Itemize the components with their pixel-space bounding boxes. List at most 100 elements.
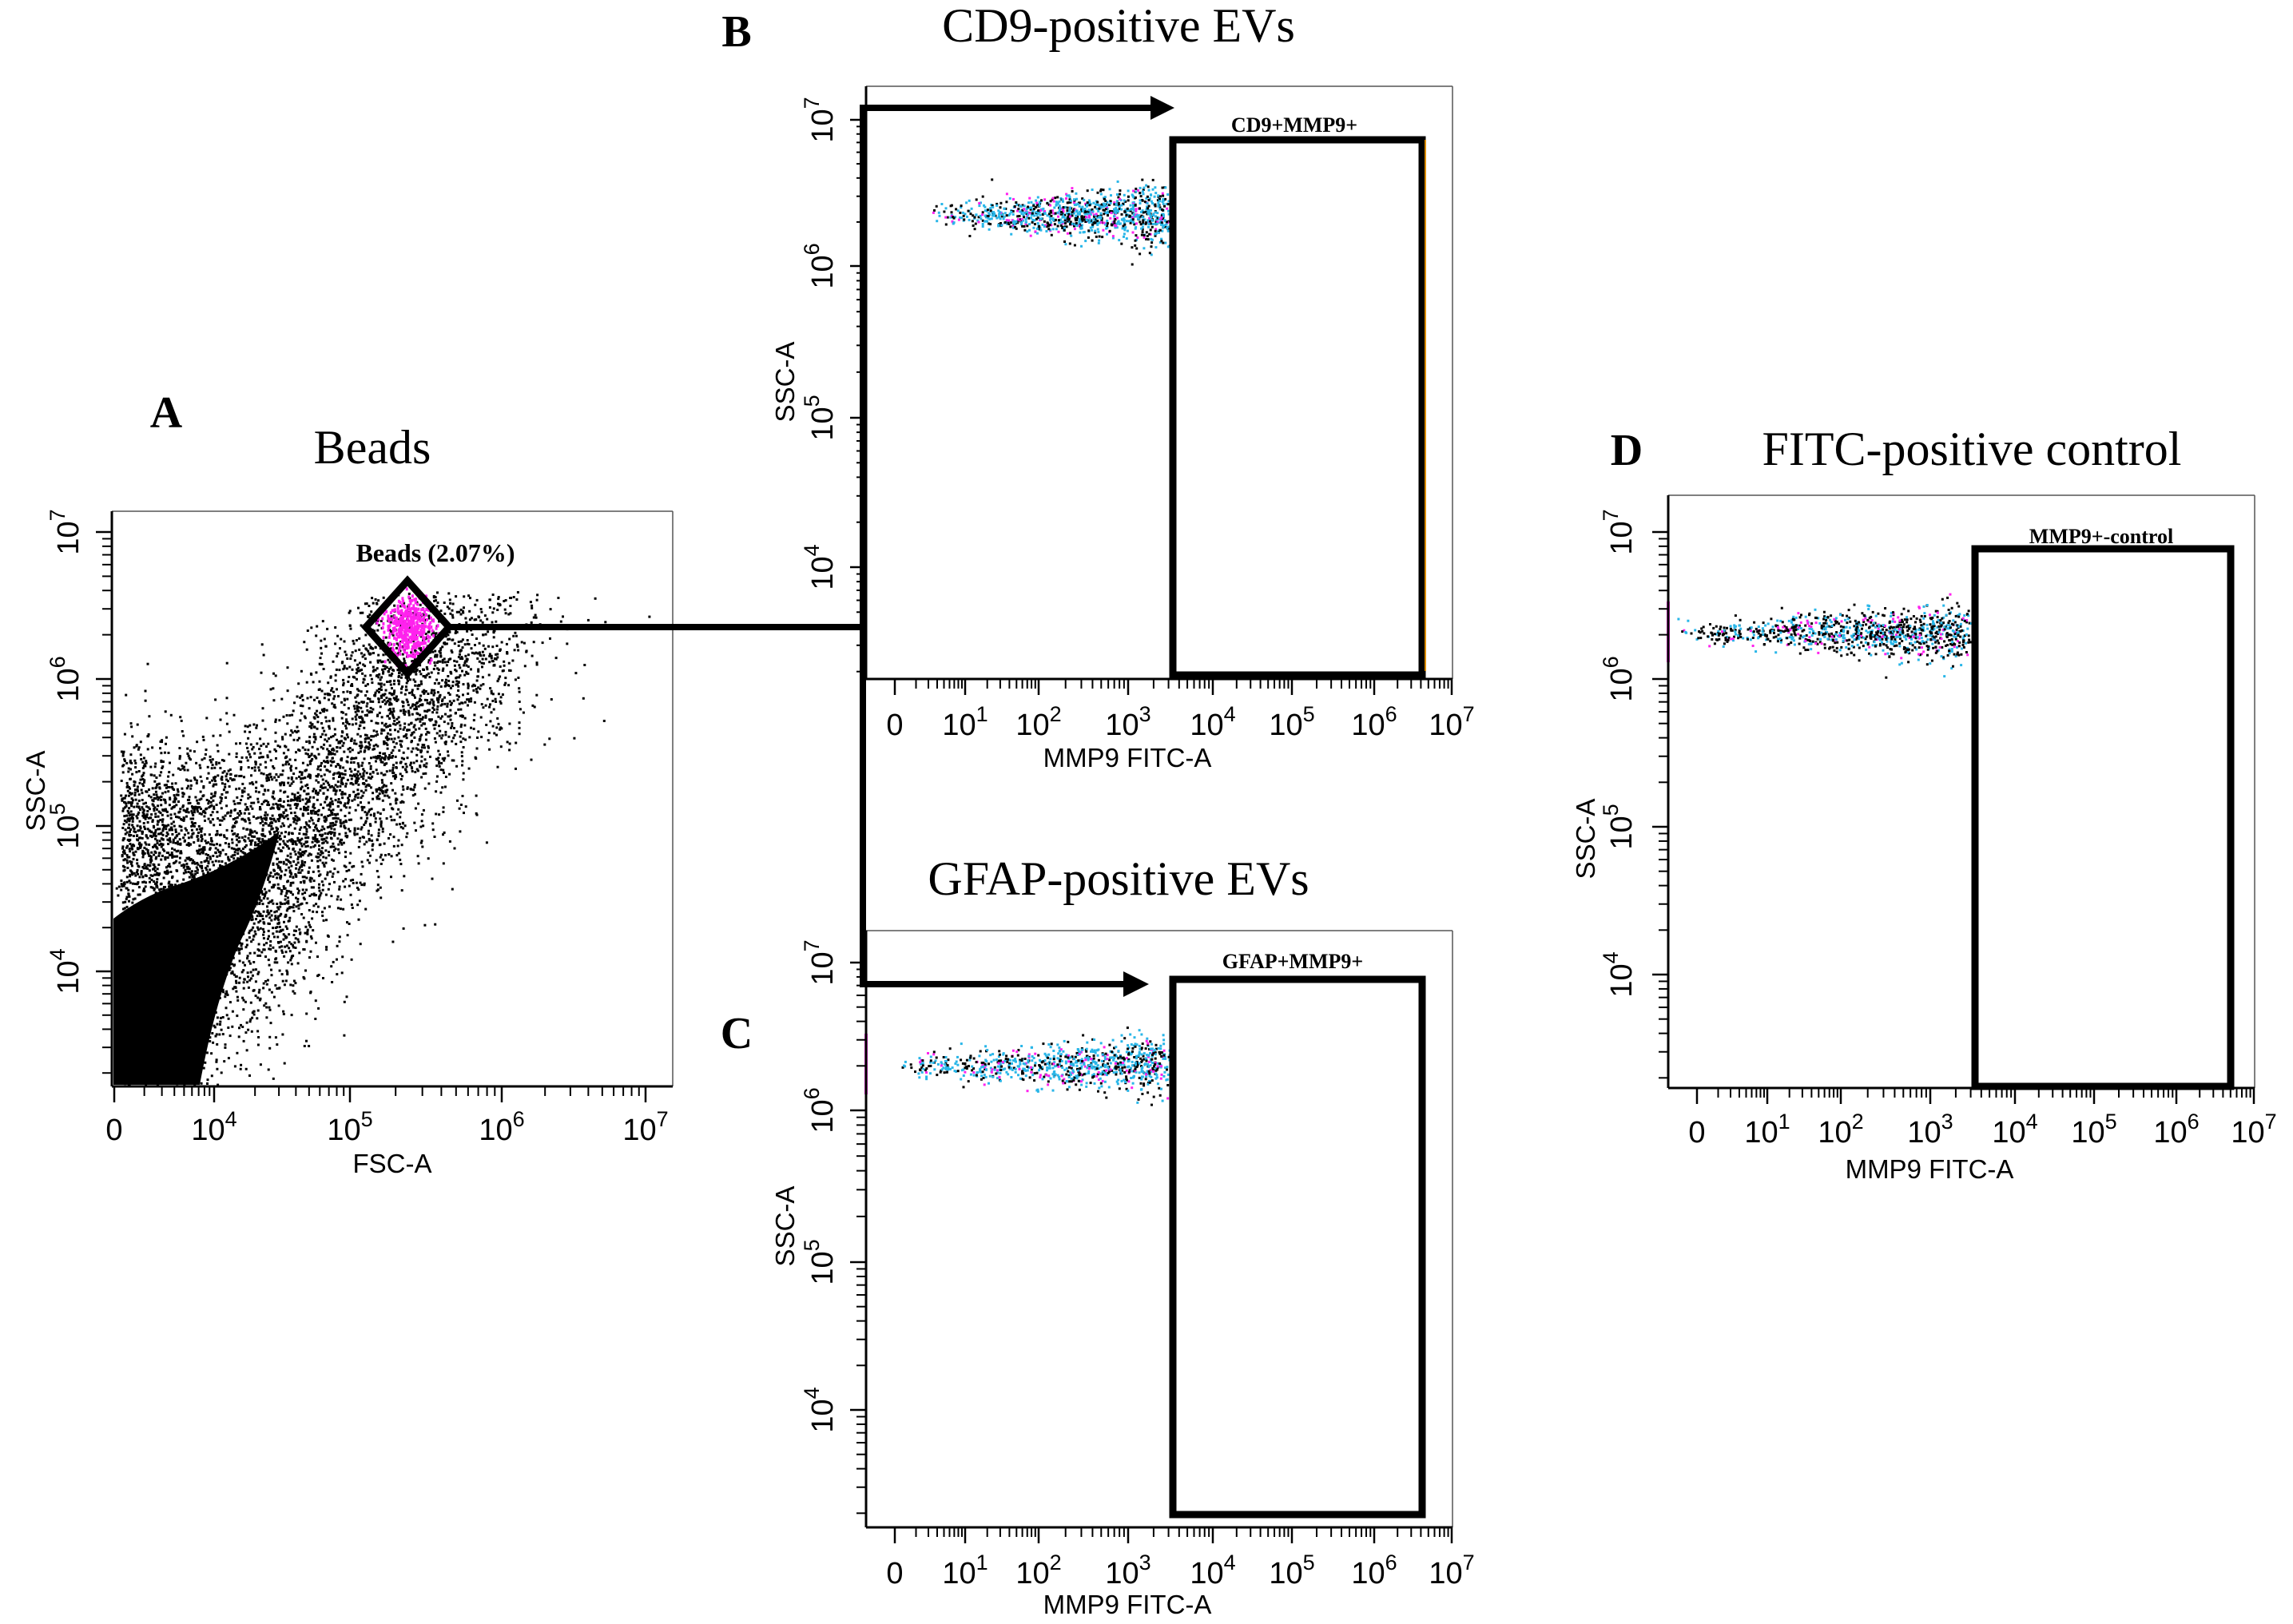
event-dot <box>357 783 360 786</box>
event-dot <box>164 1011 167 1014</box>
event-dot <box>183 1030 186 1033</box>
event-dot <box>371 848 374 852</box>
event-dot <box>204 1031 207 1034</box>
event-dot <box>272 902 275 905</box>
event-dot <box>249 971 252 974</box>
event-dot <box>301 812 304 816</box>
event-dot <box>420 813 423 816</box>
event-dot <box>148 995 151 998</box>
event-dot <box>277 873 280 876</box>
event-dot <box>308 755 312 758</box>
event-dot <box>372 756 376 759</box>
event-dot <box>499 696 503 699</box>
event-dot <box>137 979 141 982</box>
event-dot <box>443 771 445 774</box>
event-dot <box>379 817 382 820</box>
event-dot <box>383 665 387 668</box>
event-dot <box>324 716 328 719</box>
event-dot <box>320 850 323 853</box>
event-dot <box>228 882 231 885</box>
event-dot <box>185 927 188 931</box>
event-dot <box>407 592 411 595</box>
event-dot <box>461 760 464 763</box>
event-dot <box>256 915 259 918</box>
event-dot <box>136 862 139 865</box>
event-dot <box>474 644 476 646</box>
event-dot <box>361 806 364 809</box>
event-dot <box>317 1007 320 1010</box>
event-dot <box>447 661 450 663</box>
event-dot <box>209 1036 212 1039</box>
event-dot <box>350 903 353 906</box>
event-dot <box>181 1039 184 1042</box>
event-dot <box>333 824 336 827</box>
event-dot <box>295 864 298 866</box>
event-dot <box>440 761 443 764</box>
event-dot <box>194 960 197 963</box>
event-dot <box>281 822 284 825</box>
event-dot <box>180 829 183 832</box>
event-dot <box>433 635 436 638</box>
event-dot <box>136 1003 139 1006</box>
event-dot <box>425 665 428 669</box>
event-dot <box>375 768 378 772</box>
event-dot <box>272 840 275 843</box>
event-dot <box>434 664 437 667</box>
event-dot <box>419 735 422 738</box>
event-dot <box>196 964 199 967</box>
event-dot <box>387 658 390 661</box>
event-dot <box>369 661 372 664</box>
event-dot <box>209 993 213 995</box>
event-dot <box>475 651 478 654</box>
event-dot <box>349 774 352 777</box>
event-dot <box>253 766 256 769</box>
event-dot <box>416 769 419 772</box>
event-dot <box>237 1035 240 1038</box>
event-dot <box>328 725 331 728</box>
event-dot <box>141 799 144 801</box>
event-dot <box>353 739 356 742</box>
event-dot <box>363 882 366 885</box>
event-dot <box>374 693 377 697</box>
event-dot <box>265 745 268 748</box>
event-dot <box>167 918 170 921</box>
event-dot <box>377 832 380 835</box>
event-dot <box>317 856 320 859</box>
event-dot <box>154 1016 157 1019</box>
event-dot <box>381 760 384 764</box>
event-dot <box>322 782 325 785</box>
event-dot <box>483 653 486 657</box>
event-dot <box>439 609 443 613</box>
event-dot <box>213 777 216 780</box>
event-dot <box>432 632 435 635</box>
event-dot <box>372 843 375 846</box>
event-dot <box>248 857 251 860</box>
event-dot <box>420 733 423 737</box>
event-dot <box>240 766 243 769</box>
event-dot <box>130 872 133 875</box>
event-dot <box>424 716 427 719</box>
event-dot <box>180 980 183 983</box>
event-dot <box>345 806 348 809</box>
event-dot <box>385 742 388 745</box>
event-dot <box>292 955 295 957</box>
event-dot <box>210 986 213 989</box>
event-dot <box>285 944 288 947</box>
event-dot <box>269 688 272 691</box>
event-dot <box>244 1067 248 1070</box>
event-dot <box>479 654 483 657</box>
event-dot <box>399 772 402 776</box>
event-dot <box>427 709 430 712</box>
event-dot <box>455 630 458 633</box>
event-dot <box>403 693 407 696</box>
event-dot <box>411 611 415 614</box>
event-dot <box>359 611 362 614</box>
event-dot <box>403 660 406 663</box>
event-dot <box>170 1022 173 1026</box>
event-dot <box>479 687 482 690</box>
event-dot <box>303 881 306 884</box>
event-dot <box>156 973 159 976</box>
event-dot <box>266 754 269 757</box>
event-dot <box>178 1003 181 1007</box>
event-dot <box>490 692 493 695</box>
